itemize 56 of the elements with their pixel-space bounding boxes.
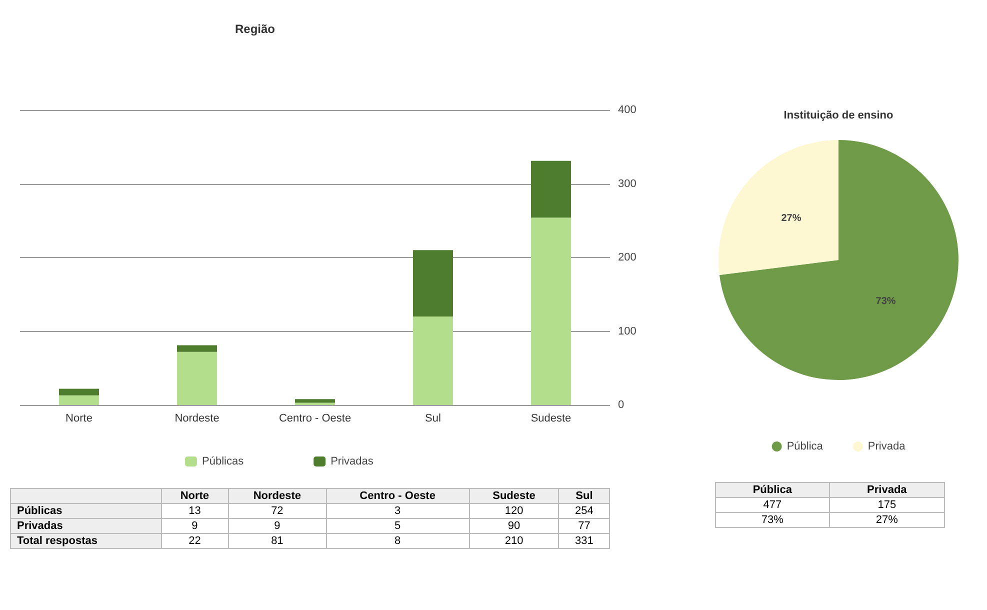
category-label: Sul xyxy=(558,488,610,504)
bar xyxy=(295,399,335,403)
bar xyxy=(177,345,217,352)
y-tick-label: 200 xyxy=(618,252,636,264)
bar xyxy=(59,388,99,396)
y-tick-label: 0 xyxy=(618,399,624,411)
data-label: 8 xyxy=(326,534,470,548)
category-label: Norte xyxy=(161,488,228,504)
data-label: 13 xyxy=(161,504,228,518)
data-label: 81 xyxy=(228,534,326,548)
bar xyxy=(413,250,453,316)
x-tick-label: Norte xyxy=(66,412,92,424)
bar xyxy=(177,352,217,405)
data-label: 77 xyxy=(558,518,610,534)
data-label: 73% xyxy=(876,296,896,308)
data-label: 175 xyxy=(829,498,944,512)
data-label: 90 xyxy=(469,518,559,534)
y-tick-label: 300 xyxy=(618,178,636,190)
category-label: Sudeste xyxy=(469,488,559,504)
data-label: 27% xyxy=(829,512,944,528)
category-label: Privada xyxy=(829,482,944,498)
x-tick-label: Sul xyxy=(425,412,441,424)
text: Públicas xyxy=(10,504,162,518)
y-tick-label: 100 xyxy=(618,325,636,338)
legend-label: Privadas xyxy=(330,456,374,468)
data-label: 210 xyxy=(469,534,559,548)
data-label: 5 xyxy=(326,518,470,534)
category-label: Pública xyxy=(716,482,830,498)
legend-label: Pública xyxy=(786,440,824,452)
category-label: Nordeste xyxy=(228,488,326,504)
category-label: Centro - Oeste xyxy=(326,488,470,504)
text: Total respostas xyxy=(10,534,162,548)
chart-title: Instituição de ensino xyxy=(784,110,894,122)
data-label: 3 xyxy=(326,504,470,518)
data-label: 331 xyxy=(558,534,610,548)
data-label: 22 xyxy=(161,534,228,548)
bar xyxy=(413,316,453,405)
data-label: 27% xyxy=(781,212,802,224)
bar xyxy=(59,395,99,405)
text: Privadas xyxy=(10,518,162,534)
x-tick-label: Sudeste xyxy=(530,412,572,424)
data-label: 73% xyxy=(716,512,830,528)
chart-title: Região xyxy=(235,22,276,36)
data-label: 9 xyxy=(228,518,326,534)
data-label: 477 xyxy=(716,498,830,512)
data-label: 254 xyxy=(558,504,610,518)
x-tick-label: Centro - Oeste xyxy=(278,412,352,424)
data-label: 9 xyxy=(161,518,228,534)
legend-label: Públicas xyxy=(202,456,244,468)
bar xyxy=(531,160,571,218)
data-label: 72 xyxy=(228,504,326,518)
y-tick-label: 400 xyxy=(618,104,636,116)
bar xyxy=(531,218,571,405)
x-tick-label: Nordeste xyxy=(174,412,220,424)
legend-label: Privada xyxy=(868,440,906,452)
data-label: 120 xyxy=(469,504,559,518)
